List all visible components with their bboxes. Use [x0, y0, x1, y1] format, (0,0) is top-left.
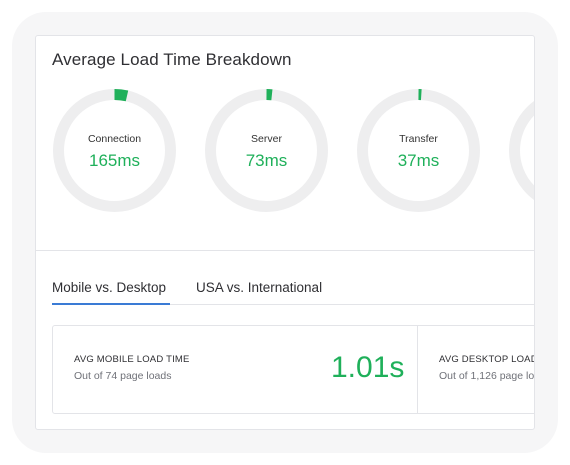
stats-separator [417, 326, 418, 413]
transfer-value: 37ms [397, 151, 440, 170]
tab-usa-vs-international[interactable]: USA vs. International [196, 280, 323, 295]
tabs-baseline [52, 304, 534, 305]
server-ring: Server 73ms [203, 87, 330, 214]
server-value: 73ms [245, 151, 288, 170]
connection-ring: Connection 165ms [51, 87, 178, 214]
mobile-stat-title: AVG MOBILE LOAD TIME [74, 354, 190, 365]
connection-ring-chart [53, 88, 176, 212]
card-title: Average Load Time Breakdown [52, 50, 292, 69]
desktop-stat-subtitle: Out of 1,126 page lo [439, 370, 535, 382]
load-time-card: Average Load Time Breakdown Connection 1… [35, 35, 535, 430]
comparison-stats-panel: AVG MOBILE LOAD TIME Out of 74 page load… [52, 325, 535, 414]
server-label: Server [251, 133, 282, 145]
transfer-label: Transfer [399, 133, 438, 145]
mobile-stat-subtitle: Out of 74 page loads [74, 370, 172, 382]
fourth-ring [507, 87, 534, 214]
server-ring-chart [205, 89, 328, 212]
connection-value: 165ms [88, 151, 141, 170]
tab-mobile-vs-desktop[interactable]: Mobile vs. Desktop [52, 280, 167, 295]
transfer-ring-chart [357, 89, 480, 212]
transfer-ring: Transfer 37ms [355, 87, 482, 214]
section-divider [36, 250, 534, 251]
desktop-stat-title: AVG DESKTOP LOAD [439, 354, 535, 365]
mobile-stat-value: 1.01s [331, 351, 405, 384]
active-tab-indicator [52, 303, 170, 305]
fourth-ring-chart [509, 101, 534, 200]
connection-label: Connection [87, 133, 142, 145]
